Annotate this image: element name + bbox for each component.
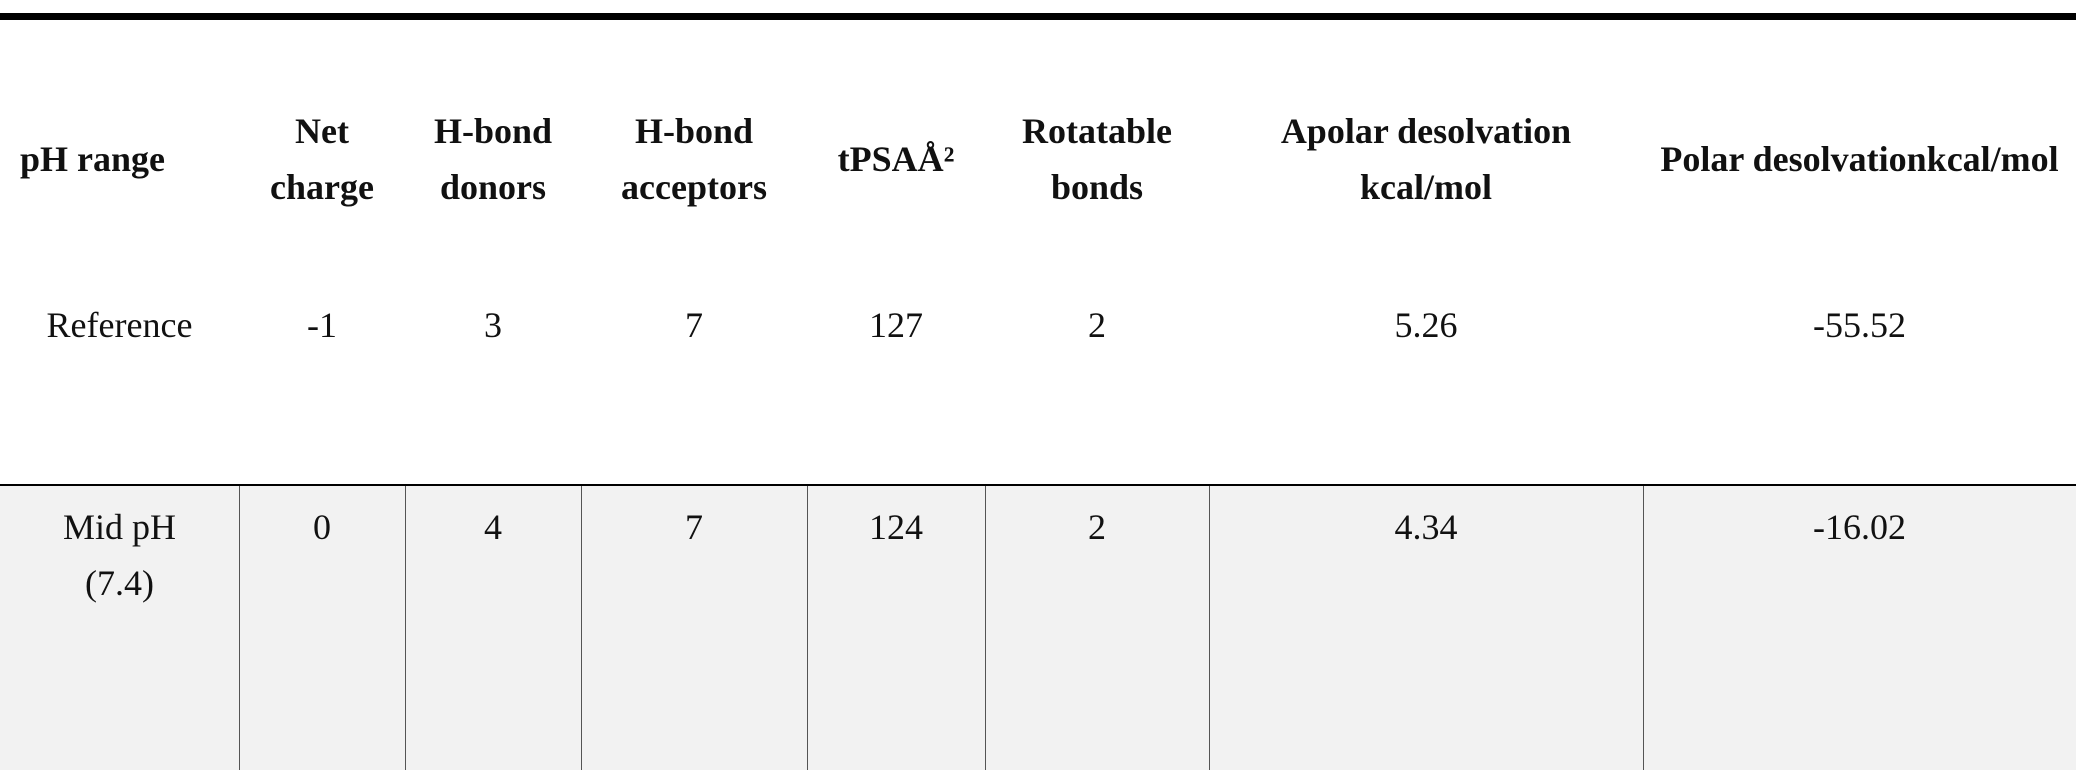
column-divider [405, 486, 406, 770]
table-cell-text: 4.34 [1394, 507, 1458, 547]
table-cell: 7 [581, 290, 807, 362]
table-cell: -16.02 [1643, 500, 2076, 700]
top-rule [0, 13, 2076, 20]
header-cell-text: Net charge [270, 111, 374, 207]
table-cell: 0 [239, 500, 405, 700]
header-cell: Rotatable bonds [985, 70, 1209, 250]
header-cell: H-bond acceptors [581, 70, 807, 250]
table-cell: Reference [0, 290, 239, 362]
table-cell: 4.34 [1209, 500, 1643, 700]
table-cell-text: Mid pH (7.4) [62, 507, 176, 603]
table-cell: 7 [581, 500, 807, 700]
table-cell-text: 7 [685, 305, 703, 346]
header-cell-text: Apolar desolvation kcal/mol [1280, 111, 1572, 207]
header-cell: tPSAÅ² [807, 70, 985, 250]
header-cell-text: pH range [20, 139, 166, 180]
table-cell: -55.52 [1643, 290, 2076, 362]
column-divider [807, 486, 808, 770]
header-cell-text: Rotatable bonds [1022, 111, 1172, 207]
table-cell-text: 2 [1088, 305, 1106, 346]
table-cell: 3 [405, 290, 581, 362]
header-cell: Apolar desolvation kcal/mol [1209, 70, 1643, 250]
table-cell-text: -1 [307, 305, 337, 346]
table-cell-text: 127 [869, 305, 923, 346]
table-cell-text: 7 [685, 507, 703, 547]
table-cell: 127 [807, 290, 985, 362]
table-cell: 4 [405, 500, 581, 700]
table-cell-text: Reference [46, 305, 193, 346]
header-cell: Net charge [239, 70, 405, 250]
column-divider [985, 486, 986, 770]
header-cell-text: H-bond acceptors [621, 111, 767, 207]
header-cell-text: tPSAÅ² [837, 139, 955, 180]
header-cell: pH range [0, 70, 239, 250]
table-cell-text: 3 [484, 305, 502, 346]
table-cell-text: -16.02 [1813, 507, 1906, 547]
table-cell: 2 [985, 290, 1209, 362]
column-divider [1643, 486, 1644, 770]
header-cell-text: Polar desolvationkcal/mol [1660, 139, 2059, 180]
table-cell: -1 [239, 290, 405, 362]
table-cell-text: 124 [869, 507, 923, 547]
header-cell: Polar desolvationkcal/mol [1643, 70, 2076, 250]
table-cell-text: -55.52 [1813, 305, 1906, 346]
header-cell-text: H-bond donors [433, 111, 553, 207]
table-cell-text: 4 [484, 507, 502, 547]
row-rule [0, 484, 2076, 486]
row-shade [0, 486, 2076, 770]
table-cell-text: 0 [313, 507, 331, 547]
table-cell: 124 [807, 500, 985, 700]
header-cell: H-bond donors [405, 70, 581, 250]
column-divider [1209, 486, 1210, 770]
table-cell-text: 5.26 [1394, 305, 1458, 346]
column-divider [239, 486, 240, 770]
table-cell-text: 2 [1088, 507, 1106, 547]
table-cell: Mid pH (7.4) [0, 500, 239, 700]
column-divider [581, 486, 582, 770]
table-cell: 2 [985, 500, 1209, 700]
table-cell: 5.26 [1209, 290, 1643, 362]
